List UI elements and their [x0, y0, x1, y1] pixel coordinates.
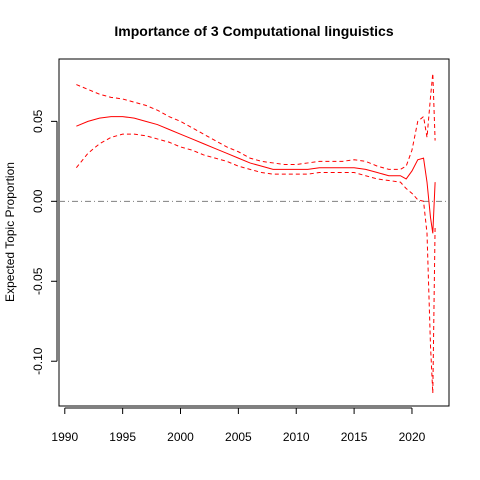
y-tick-label: -0.05 [31, 267, 45, 295]
x-tick-label: 2010 [283, 430, 310, 444]
x-tick-label: 2000 [167, 430, 194, 444]
x-tick-label: 2020 [399, 430, 426, 444]
plot-area-border [58, 58, 450, 407]
x-tick-label: 1995 [109, 430, 136, 444]
x-tick-label: 2015 [341, 430, 368, 444]
upper-confidence-line [76, 73, 436, 170]
mean-estimate-line [76, 116, 436, 234]
y-tick-label: 0.00 [31, 189, 45, 213]
lower-confidence-line [75, 133, 436, 394]
y-axis-label: Expected Topic Proportion [3, 162, 17, 302]
series-group [75, 73, 436, 394]
chart-title: Importance of 3 Computational linguistic… [114, 23, 393, 39]
y-tick-label: -0.10 [31, 347, 45, 375]
x-tick-label: 1990 [51, 430, 78, 444]
y-tick-label: 0.05 [31, 109, 45, 133]
y-axis: -0.10 -0.05 0.00 0.05 [31, 109, 58, 375]
x-tick-label: 2005 [225, 430, 252, 444]
x-axis: 1990 1995 2000 2005 2010 2015 2020 [51, 407, 426, 444]
